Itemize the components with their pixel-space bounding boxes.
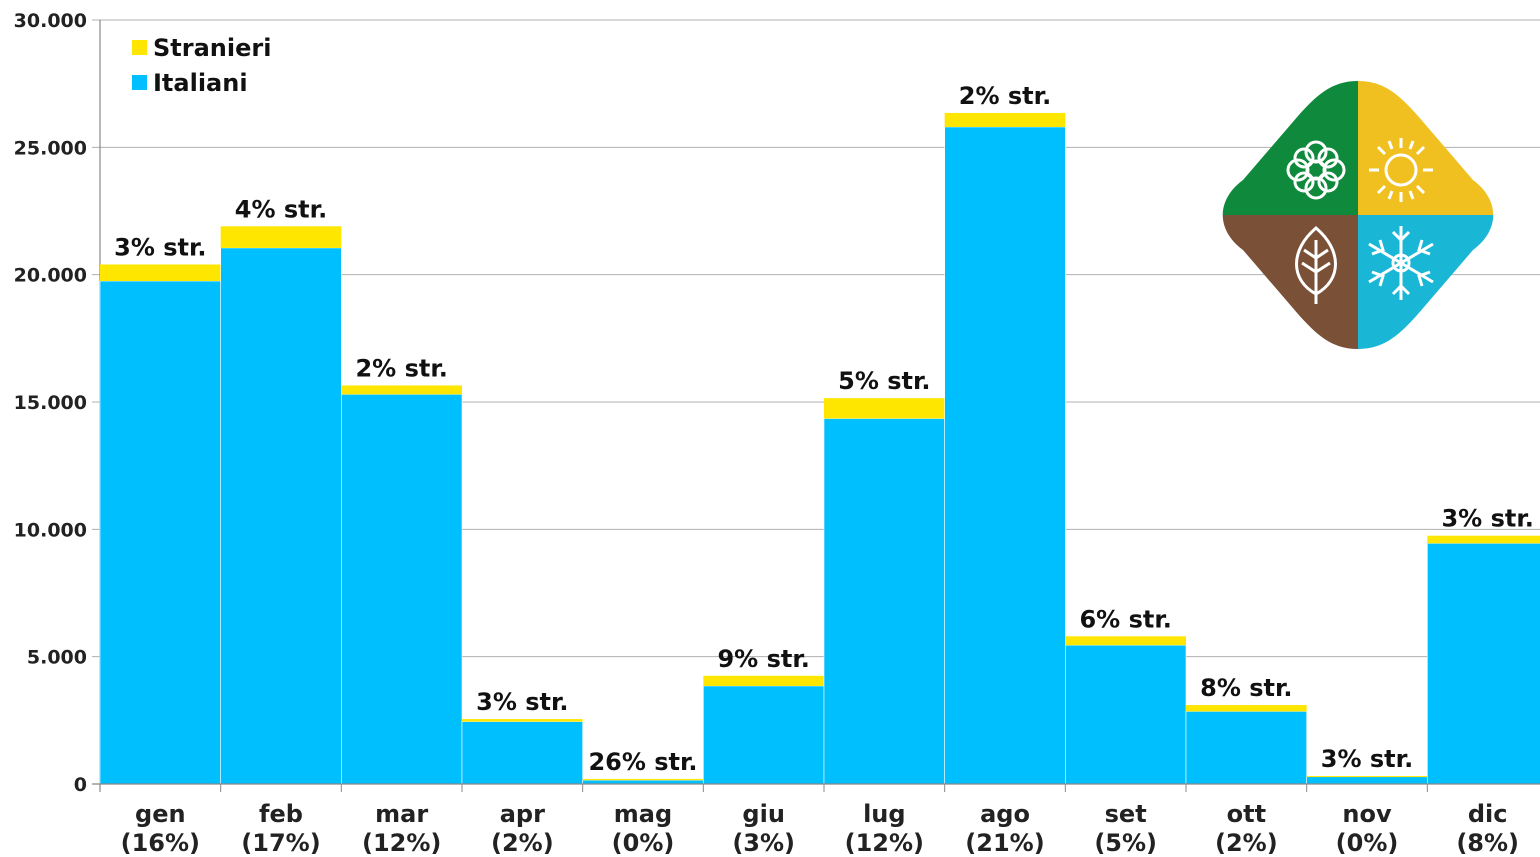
bar-stranieri: [824, 398, 945, 419]
snowflake-icon: [1368, 226, 1434, 300]
legend-label-italiani: Italiani: [153, 69, 248, 97]
y-tick-label: 15.000: [14, 392, 87, 414]
x-tick-label: feb: [259, 800, 303, 828]
x-tick-share: (16%): [121, 829, 200, 857]
x-tick-share: (2%): [491, 829, 554, 857]
winter-quadrant: [1358, 215, 1494, 349]
data-label: 2% str.: [355, 354, 447, 382]
bar-stranieri: [220, 226, 342, 248]
y-tick-label: 20.000: [14, 265, 87, 287]
x-tick-share: (12%): [845, 829, 924, 857]
y-tick-label: 10.000: [14, 519, 87, 541]
bar-stranieri: [703, 675, 824, 686]
data-label: 26% str.: [588, 748, 697, 776]
bar-italiani: [1306, 776, 1428, 785]
summer-quadrant: [1358, 81, 1494, 215]
x-tick-label: apr: [500, 800, 545, 828]
bars: [99, 112, 1540, 785]
bar-stranieri: [1065, 636, 1186, 646]
spring-quadrant: [1222, 81, 1358, 215]
x-tick-share: (3%): [732, 829, 795, 857]
bar-stranieri: [100, 264, 221, 282]
x-tick-label: ott: [1227, 800, 1266, 828]
flower-icon: [1286, 140, 1346, 200]
data-label: 8% str.: [1200, 674, 1292, 702]
data-label: 4% str.: [235, 195, 327, 223]
y-tick-label: 5.000: [27, 647, 87, 669]
x-tick-label: giu: [742, 800, 785, 828]
autumn-quadrant: [1222, 215, 1358, 349]
x-tick-share: (2%): [1215, 829, 1278, 857]
data-label: 3% str.: [1441, 505, 1533, 533]
bar-italiani: [220, 247, 342, 785]
x-tick-label: nov: [1342, 800, 1392, 828]
data-label: 9% str.: [717, 645, 809, 673]
x-tick-share: (5%): [1094, 829, 1157, 857]
x-tick-share: (21%): [965, 829, 1044, 857]
bar-italiani: [1065, 644, 1187, 785]
data-label: 3% str.: [476, 688, 568, 716]
bar-stranieri: [944, 112, 1066, 127]
bar-italiani: [703, 685, 825, 785]
x-tick-label: mag: [614, 800, 672, 828]
x-tick-share: (8%): [1456, 829, 1519, 857]
bar-stranieri: [341, 385, 462, 395]
x-tick-share: (0%): [612, 829, 675, 857]
data-label: 5% str.: [838, 367, 930, 395]
bar-italiani: [99, 280, 221, 785]
x-tick-label: ago: [980, 800, 1030, 828]
x-axis: gen(16%)feb(17%)mar(12%)apr(2%)mag(0%)gi…: [92, 783, 1540, 857]
bar-stranieri: [1186, 705, 1307, 712]
bar-stranieri: [462, 719, 583, 722]
legend-swatch-italiani: [132, 75, 147, 90]
bar-italiani: [823, 418, 945, 785]
x-tick-label: lug: [863, 800, 906, 828]
bar-stranieri: [1306, 776, 1428, 778]
bar-stranieri: [582, 778, 704, 781]
x-tick-share: (0%): [1336, 829, 1399, 857]
y-tick-label: 30.000: [14, 10, 87, 32]
data-label: 2% str.: [959, 82, 1051, 110]
x-tick-label: mar: [375, 800, 428, 828]
legend-label-stranieri: Stranieri: [153, 34, 271, 62]
x-tick-label: dic: [1468, 800, 1508, 828]
x-tick-label: gen: [135, 800, 186, 828]
data-label: 3% str.: [114, 233, 206, 261]
bar-italiani: [461, 721, 583, 785]
data-labels: 3% str. 4% str. 2% str. 3% str. 26% str. 9% s…: [114, 82, 1534, 776]
y-axis: 0 5.000 10.000 15.000 20.000 25.000 30.000: [14, 10, 101, 796]
leaf-icon: [1295, 226, 1337, 304]
legend: Stranieri Italiani: [132, 34, 271, 97]
data-label: 6% str.: [1079, 605, 1171, 633]
sun-icon: [1369, 138, 1433, 202]
bar-italiani: [1427, 543, 1540, 785]
x-tick-label: set: [1105, 800, 1147, 828]
bar-stranieri: [1427, 535, 1540, 544]
data-label: 3% str.: [1321, 745, 1413, 773]
seasons-icon: [1222, 81, 1494, 349]
y-tick-label: 0: [74, 774, 87, 796]
bar-italiani: [1185, 711, 1307, 785]
x-tick-share: (12%): [362, 829, 441, 857]
legend-swatch-stranieri: [132, 40, 147, 55]
bar-italiani: [944, 126, 1066, 785]
x-tick-share: (17%): [241, 829, 320, 857]
bar-italiani: [341, 394, 463, 785]
y-tick-label: 25.000: [14, 137, 87, 159]
